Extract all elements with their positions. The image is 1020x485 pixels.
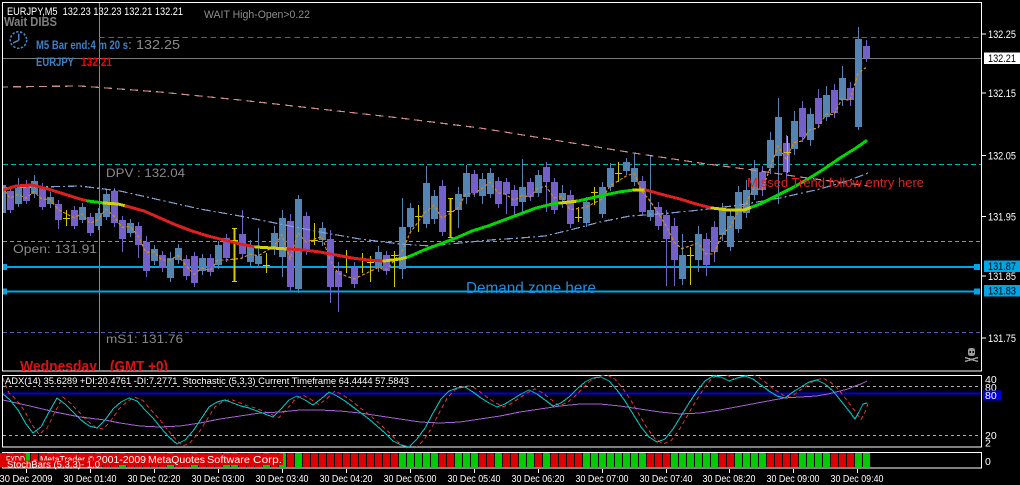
svg-text:Corp.: Corp.	[253, 455, 282, 466]
svg-text:EURJPY,M5 132.23 132.23 132.2: EURJPY,M5 132.23 132.23 132.21 132.21	[7, 6, 183, 18]
svg-text:30 Dec 07:40: 30 Dec 07:40	[640, 474, 693, 485]
svg-text:132.15: 132.15	[988, 88, 1016, 100]
svg-text:30 Dec 07:00: 30 Dec 07:00	[576, 474, 629, 485]
svg-text:0: 0	[985, 456, 991, 468]
svg-text:WAIT High-Open>0.22: WAIT High-Open>0.22	[204, 9, 310, 21]
svg-text:30 Dec 03:00: 30 Dec 03:00	[192, 474, 245, 485]
svg-text:30 Dec 06:20: 30 Dec 06:20	[512, 474, 565, 485]
svg-text:M5 Bar end:4 m 20 s: M5 Bar end:4 m 20 s	[36, 38, 128, 52]
svg-text:EURJPY: EURJPY	[36, 55, 74, 69]
svg-text:131.85: 131.85	[988, 271, 1016, 283]
svg-text:30 Dec 02:20: 30 Dec 02:20	[128, 474, 181, 485]
svg-text:80: 80	[985, 382, 997, 394]
svg-text:132.25: 132.25	[988, 29, 1016, 41]
svg-text:132.21: 132.21	[81, 55, 112, 69]
svg-text:Demand zone here: Demand zone here	[466, 280, 596, 297]
svg-text:Wednesday: Wednesday	[20, 359, 97, 375]
svg-text:131.87: 131.87	[988, 261, 1016, 273]
svg-text:(GMT +0): (GMT +0)	[110, 359, 168, 375]
svg-text:131.95: 131.95	[988, 212, 1016, 224]
svg-text:40: 40	[985, 374, 997, 386]
svg-text:30 Dec 2009: 30 Dec 2009	[0, 474, 53, 485]
svg-text:Software: Software	[207, 455, 250, 466]
svg-text:30 Dec 01:40: 30 Dec 01:40	[64, 474, 117, 485]
svg-text:132.05: 132.05	[988, 151, 1016, 163]
svg-text:2001-2009: 2001-2009	[96, 455, 146, 466]
svg-text:30 Dec 09:00: 30 Dec 09:00	[767, 474, 820, 485]
svg-text:ADX(14) 35.6289 +DI:20.4761 -D: ADX(14) 35.6289 +DI:20.4761 -DI:7.2771 S…	[5, 376, 409, 387]
svg-text:Open: 131.91: Open: 131.91	[13, 242, 97, 256]
svg-text:2: 2	[985, 438, 991, 450]
svg-text:30 Dec 09:40: 30 Dec 09:40	[831, 474, 884, 485]
svg-text:30 Dec 04:20: 30 Dec 04:20	[320, 474, 373, 485]
svg-text:30 Dec 08:20: 30 Dec 08:20	[703, 474, 756, 485]
svg-text:131.83: 131.83	[988, 286, 1016, 298]
svg-text:20: 20	[985, 430, 997, 442]
svg-text:Missed Trend follow entry here: Missed Trend follow entry here	[747, 176, 924, 190]
svg-text:30 Dec 03:40: 30 Dec 03:40	[256, 474, 309, 485]
svg-text:MetaQuotes: MetaQuotes	[148, 455, 205, 466]
svg-text:StochBars (5,3,3)- 1.0: StochBars (5,3,3)- 1.0	[7, 460, 100, 470]
svg-text:Wait DIBS: Wait DIBS	[4, 14, 57, 29]
svg-text:mS1: 131.76: mS1: 131.76	[106, 332, 183, 346]
svg-text:30 Dec 05:00: 30 Dec 05:00	[384, 474, 437, 485]
svg-text:DPV : 132.04: DPV : 132.04	[106, 166, 185, 180]
svg-text:80: 80	[985, 390, 997, 402]
svg-text:131.75: 131.75	[988, 333, 1016, 345]
svg-text:: 132.25: : 132.25	[128, 38, 180, 52]
svg-text:132.21: 132.21	[988, 53, 1016, 65]
svg-text:30 Dec 05:40: 30 Dec 05:40	[448, 474, 501, 485]
